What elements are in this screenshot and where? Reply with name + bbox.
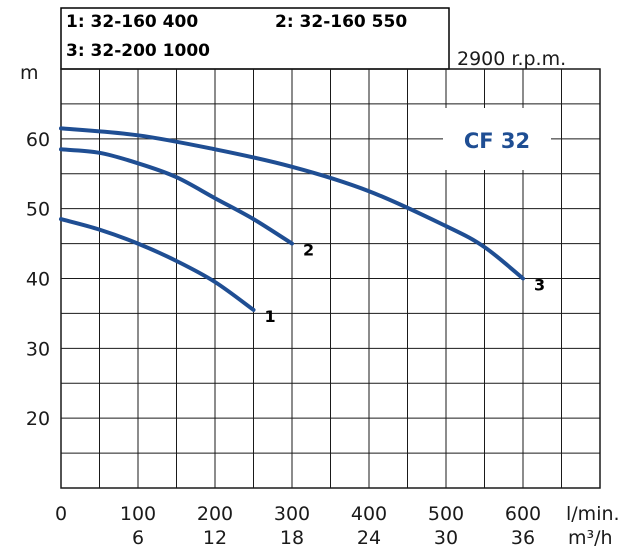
y-tick-label: 20 bbox=[26, 408, 50, 430]
curve-1 bbox=[59, 217, 256, 312]
x-tick-label-m3h: 18 bbox=[280, 527, 304, 549]
y-tick-labels: 20 30 40 50 60 bbox=[26, 129, 50, 430]
x-tick-label-m3h: 36 bbox=[511, 527, 535, 549]
legend-entry-3: 3: 32-200 1000 bbox=[66, 41, 210, 61]
x-axis-unit-m3h: m³/h bbox=[568, 527, 613, 549]
grid bbox=[60, 68, 601, 489]
x-tick-label: 0 bbox=[55, 503, 67, 525]
legend-box bbox=[60, 7, 450, 70]
x-tick-label: 200 bbox=[197, 503, 233, 525]
model-badge: CF 32 bbox=[443, 108, 551, 170]
curve-label-1: 1 bbox=[265, 307, 276, 326]
curve-3 bbox=[59, 126, 525, 281]
legend: 1: 32-160 400 2: 32-160 550 3: 32-200 10… bbox=[60, 7, 450, 70]
model-badge-box bbox=[443, 108, 551, 170]
x-tick-label-m3h: 6 bbox=[132, 527, 144, 549]
y-axis-unit: m bbox=[20, 62, 39, 84]
pump-curves: 1 2 3 bbox=[59, 126, 545, 326]
model-label: CF 32 bbox=[464, 129, 530, 153]
x-tick-label-m3h: 24 bbox=[357, 527, 381, 549]
x-axis-unit-flow: l/min. bbox=[566, 503, 620, 525]
curve-2 bbox=[59, 147, 294, 246]
curve-label-3: 3 bbox=[534, 276, 545, 295]
y-tick-label: 40 bbox=[26, 269, 50, 291]
legend-entry-1: 1: 32-160 400 bbox=[66, 12, 198, 32]
y-tick-label: 30 bbox=[26, 338, 50, 360]
speed-label: 2900 r.p.m. bbox=[457, 48, 566, 70]
legend-entry-2: 2: 32-160 550 bbox=[275, 12, 407, 32]
x-tick-label: 300 bbox=[274, 503, 310, 525]
x-tick-label: 400 bbox=[351, 503, 387, 525]
x-tick-label: 500 bbox=[428, 503, 464, 525]
x-tick-label: 600 bbox=[505, 503, 541, 525]
y-tick-label: 50 bbox=[26, 199, 50, 221]
x-tick-label-m3h: 30 bbox=[434, 527, 458, 549]
curve-label-2: 2 bbox=[303, 241, 314, 260]
x-tick-label: 100 bbox=[120, 503, 156, 525]
x-tick-labels: 0 100 200 300 400 500 600 6 12 18 24 30 36 bbox=[55, 503, 541, 549]
x-tick-label-m3h: 12 bbox=[203, 527, 227, 549]
y-tick-label: 60 bbox=[26, 129, 50, 151]
